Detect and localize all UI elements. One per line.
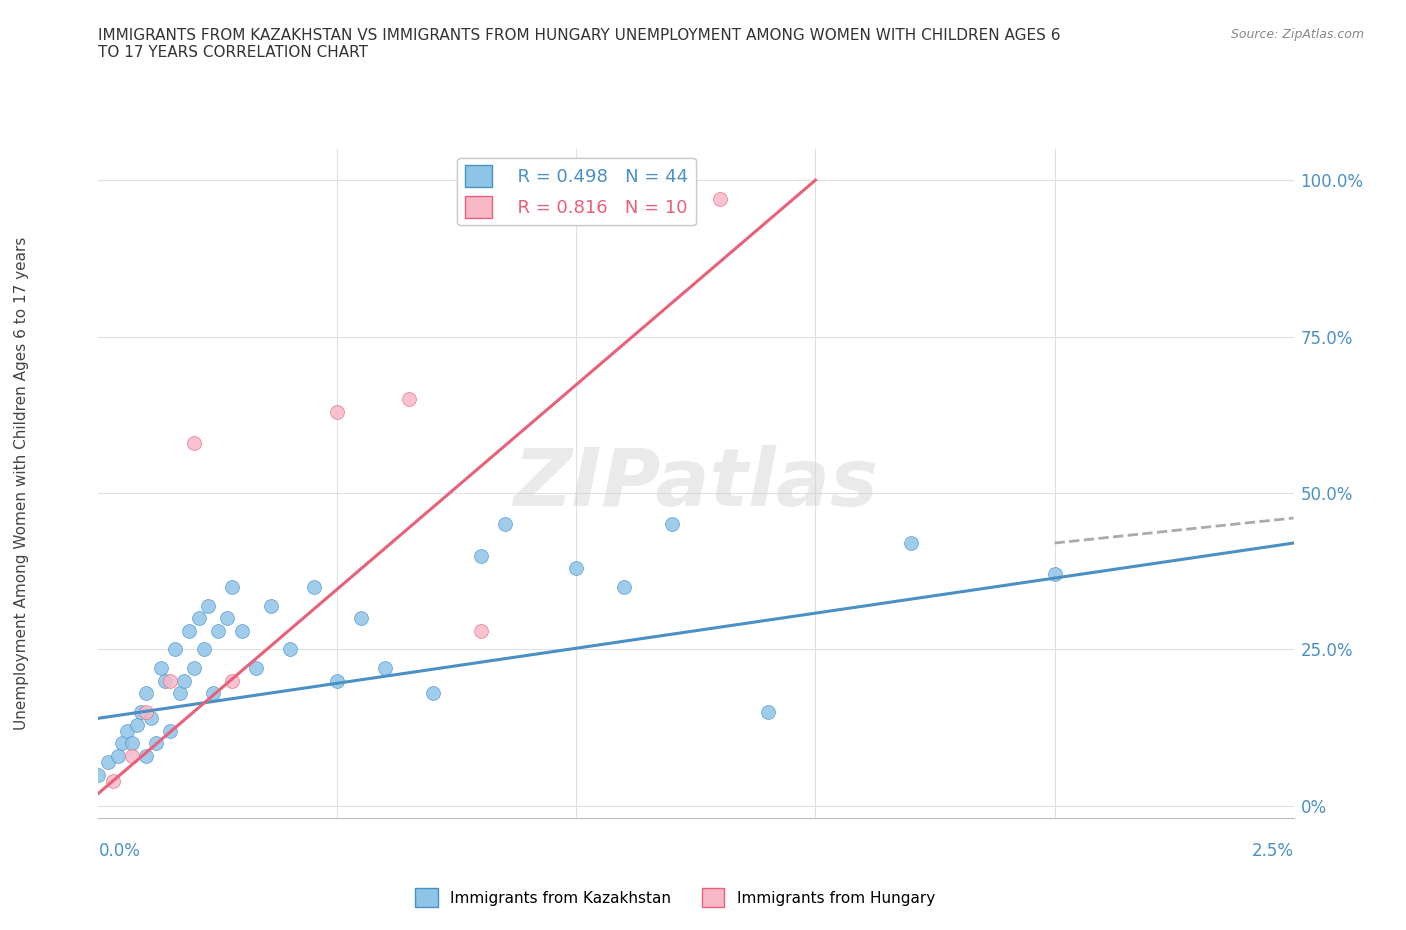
Legend:   R = 0.498   N = 44,   R = 0.816   N = 10: R = 0.498 N = 44, R = 0.816 N = 10 bbox=[457, 158, 696, 225]
Point bbox=[900, 536, 922, 551]
Point bbox=[231, 623, 253, 638]
Point bbox=[183, 661, 205, 676]
Point bbox=[87, 767, 110, 782]
Point bbox=[193, 642, 215, 657]
Point bbox=[326, 405, 349, 419]
Point bbox=[135, 749, 157, 764]
Point bbox=[259, 598, 281, 613]
Text: IMMIGRANTS FROM KAZAKHSTAN VS IMMIGRANTS FROM HUNGARY UNEMPLOYMENT AMONG WOMEN W: IMMIGRANTS FROM KAZAKHSTAN VS IMMIGRANTS… bbox=[98, 28, 1062, 60]
Point bbox=[183, 435, 205, 450]
Point bbox=[139, 711, 162, 725]
Text: Source: ZipAtlas.com: Source: ZipAtlas.com bbox=[1230, 28, 1364, 41]
Point bbox=[145, 736, 167, 751]
Point bbox=[163, 642, 186, 657]
Point bbox=[202, 685, 225, 700]
Point bbox=[350, 611, 373, 626]
Point bbox=[149, 661, 172, 676]
Point bbox=[97, 754, 120, 769]
Point bbox=[197, 598, 219, 613]
Point bbox=[207, 623, 229, 638]
Point bbox=[131, 705, 153, 720]
Point bbox=[115, 724, 138, 738]
Point bbox=[187, 611, 209, 626]
Point bbox=[221, 579, 243, 594]
Point bbox=[422, 685, 444, 700]
Point bbox=[111, 736, 134, 751]
Text: 2.5%: 2.5% bbox=[1251, 842, 1294, 859]
Point bbox=[756, 705, 779, 720]
Point bbox=[159, 673, 181, 688]
Point bbox=[159, 724, 181, 738]
Legend: Immigrants from Kazakhstan, Immigrants from Hungary: Immigrants from Kazakhstan, Immigrants f… bbox=[409, 883, 941, 913]
Point bbox=[470, 623, 492, 638]
Point bbox=[125, 717, 148, 732]
Point bbox=[179, 623, 201, 638]
Text: 0.0%: 0.0% bbox=[98, 842, 141, 859]
Point bbox=[661, 517, 683, 532]
Point bbox=[221, 673, 243, 688]
Point bbox=[470, 548, 492, 563]
Point bbox=[302, 579, 325, 594]
Point bbox=[374, 661, 396, 676]
Point bbox=[121, 749, 143, 764]
Point bbox=[565, 561, 588, 576]
Point bbox=[173, 673, 195, 688]
Point bbox=[155, 673, 177, 688]
Point bbox=[135, 705, 157, 720]
Text: ZIPatlas: ZIPatlas bbox=[513, 445, 879, 523]
Point bbox=[135, 685, 157, 700]
Point bbox=[245, 661, 267, 676]
Point bbox=[494, 517, 516, 532]
Point bbox=[121, 736, 143, 751]
Point bbox=[398, 392, 420, 406]
Point bbox=[278, 642, 301, 657]
Point bbox=[1043, 567, 1066, 582]
Point bbox=[613, 579, 636, 594]
Text: Unemployment Among Women with Children Ages 6 to 17 years: Unemployment Among Women with Children A… bbox=[14, 237, 28, 730]
Point bbox=[709, 192, 731, 206]
Point bbox=[326, 673, 349, 688]
Point bbox=[169, 685, 191, 700]
Point bbox=[217, 611, 239, 626]
Point bbox=[107, 749, 129, 764]
Point bbox=[101, 774, 124, 789]
